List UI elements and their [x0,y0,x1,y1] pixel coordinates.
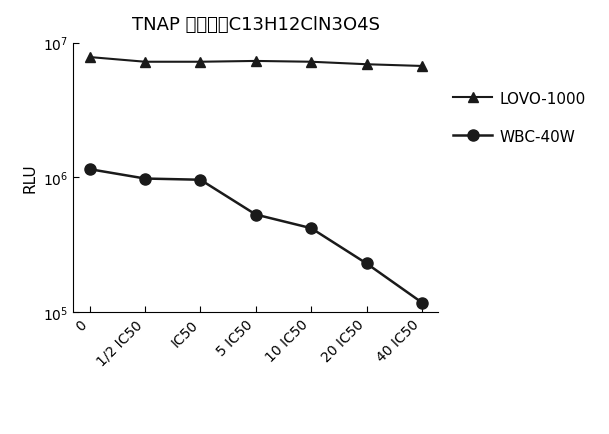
Title: TNAP 抑制剑：C13H12ClN3O4S: TNAP 抑制剑：C13H12ClN3O4S [132,16,380,33]
WBC-40W [418,300,426,306]
WBC-40W [141,177,149,182]
WBC-40W [86,167,93,172]
LOVO-1000 [363,62,370,68]
LOVO-1000 [308,60,315,65]
Line: LOVO-1000: LOVO-1000 [85,53,427,72]
LOVO-1000 [197,60,204,65]
WBC-40W [252,212,259,217]
WBC-40W [363,261,370,266]
LOVO-1000 [86,55,93,60]
LOVO-1000 [141,60,149,65]
WBC-40W [197,178,204,183]
WBC-40W [308,226,315,231]
Y-axis label: RLU: RLU [23,163,37,193]
LOVO-1000 [252,59,259,64]
Legend: LOVO-1000, WBC-40W: LOVO-1000, WBC-40W [454,92,585,144]
Line: WBC-40W: WBC-40W [84,164,428,308]
LOVO-1000 [418,64,426,69]
